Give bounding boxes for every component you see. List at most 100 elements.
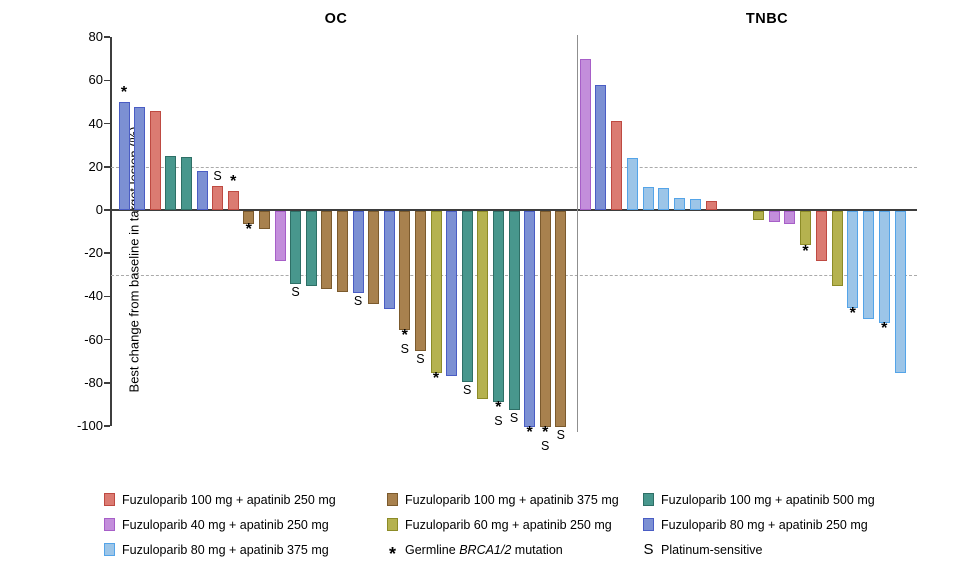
bar (492, 210, 504, 403)
bar (212, 186, 224, 210)
bar (595, 84, 607, 210)
bar (658, 188, 670, 210)
bar (383, 210, 395, 310)
y-axis-tick (104, 425, 110, 427)
y-tick-label: 0 (95, 202, 103, 217)
brca-mark: * (526, 424, 533, 441)
bar (290, 210, 302, 285)
bar (689, 199, 701, 210)
brca-mark: * (849, 305, 856, 323)
platinum-mark: S (541, 439, 550, 453)
brca-mark: * (120, 84, 128, 101)
bar (768, 210, 780, 222)
y-axis-line (110, 37, 112, 426)
bar (336, 210, 348, 292)
platinum-mark: S (463, 382, 472, 397)
y-tick-label: -100 (76, 418, 103, 433)
y-axis-tick (104, 338, 110, 341)
platinum-mark: S (400, 341, 409, 356)
legend-label: Fuzuloparib 40 mg + apatinib 250 mg (122, 517, 329, 532)
bar (508, 210, 520, 410)
reference-line (111, 166, 917, 168)
y-tick-label: 80 (88, 29, 103, 45)
bar (258, 210, 270, 230)
legend-swatch-icon (387, 493, 398, 506)
y-tick-label: -60 (84, 331, 103, 347)
bar (579, 58, 591, 210)
legend-label: Fuzuloparib 80 mg + apatinib 250 mg (661, 517, 868, 532)
legend-item: Fuzuloparib 100 mg + apatinib 250 mg (104, 493, 387, 507)
brca-mark: * (432, 370, 440, 387)
y-tick-label: 60 (88, 72, 103, 88)
legend-swatch-icon (104, 493, 115, 506)
legend-swatch-icon (643, 493, 654, 506)
bar (784, 210, 796, 224)
legend-item: Fuzuloparib 80 mg + apatinib 375 mg (104, 543, 387, 557)
legend-item-platinum: S Platinum-sensitive (643, 540, 893, 558)
bar (831, 210, 843, 287)
bar (368, 210, 380, 304)
bar (118, 102, 130, 210)
bar (430, 210, 442, 373)
bar (134, 107, 146, 210)
legend-swatch-icon (104, 518, 115, 531)
s-symbol-icon: S (643, 540, 654, 558)
zero-baseline (111, 209, 917, 211)
bar (800, 210, 811, 246)
y-axis-tick (104, 79, 110, 82)
bar (752, 210, 764, 220)
brca-mark: * (401, 326, 408, 344)
platinum-mark: S (509, 410, 519, 425)
legend-item: Fuzuloparib 40 mg + apatinib 250 mg (104, 518, 387, 532)
bar (524, 210, 536, 427)
platinum-mark: S (494, 414, 503, 429)
bar (847, 210, 859, 309)
bar (894, 210, 906, 373)
y-axis-tick (104, 382, 110, 384)
bar (196, 171, 208, 210)
legend-label: Germline BRCA1/2 mutation (405, 542, 563, 557)
bar (321, 210, 333, 289)
bar (227, 190, 239, 210)
legend-label: Fuzuloparib 60 mg + apatinib 250 mg (405, 517, 612, 532)
brca-mark: * (495, 399, 502, 417)
legend-item: Fuzuloparib 100 mg + apatinib 500 mg (643, 493, 893, 507)
bar (399, 210, 411, 330)
brca-mark: * (802, 242, 809, 260)
bar (446, 210, 458, 377)
legend-item: Fuzuloparib 100 mg + apatinib 375 mg (387, 493, 643, 507)
panel-title-oc: OC (324, 11, 348, 27)
legend-label: Fuzuloparib 80 mg + apatinib 375 mg (122, 542, 329, 557)
brca-mark: * (245, 220, 252, 238)
platinum-mark: S (353, 294, 363, 309)
y-tick-label: -80 (84, 374, 103, 390)
bar (626, 158, 638, 210)
bar (165, 156, 177, 210)
bar (305, 210, 317, 287)
bar (878, 210, 890, 324)
bar (555, 210, 567, 427)
bar (611, 121, 622, 210)
y-axis-tick (104, 122, 110, 125)
platinum-mark: S (213, 169, 222, 184)
legend-swatch-icon (387, 518, 398, 531)
y-tick-label: 20 (88, 158, 103, 174)
y-axis-tick (104, 252, 110, 254)
legend-label: Fuzuloparib 100 mg + apatinib 250 mg (122, 492, 336, 507)
bar (539, 210, 551, 427)
panel-title-tnbc: TNBC (745, 11, 789, 27)
bar (642, 187, 654, 210)
bar (180, 157, 192, 210)
legend-label: Platinum-sensitive (661, 542, 763, 557)
brca-mark: * (542, 424, 549, 441)
legend-item-brca: * Germline BRCA1/2 mutation (387, 542, 643, 563)
legend-item: Fuzuloparib 80 mg + apatinib 250 mg (643, 518, 893, 532)
bar (477, 210, 489, 399)
legend-label: Fuzuloparib 100 mg + apatinib 375 mg (405, 492, 619, 507)
bar (414, 210, 426, 352)
brca-mark: * (230, 172, 237, 190)
bar (243, 210, 255, 224)
platinum-mark: S (556, 428, 565, 442)
legend-swatch-icon (643, 518, 654, 531)
